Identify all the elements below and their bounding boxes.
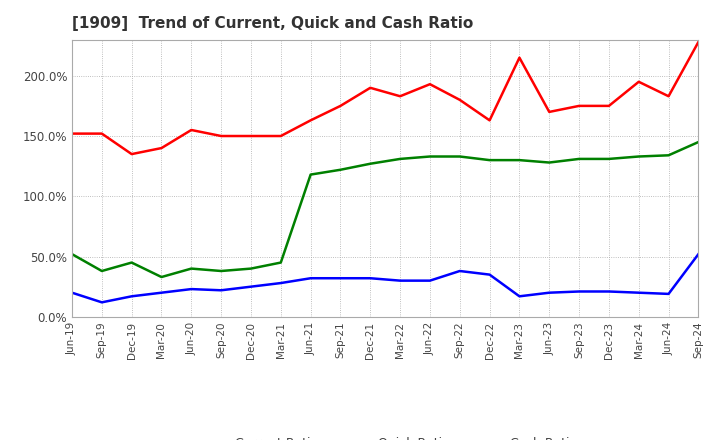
Current Ratio: [396, 94, 405, 99]
Current Ratio: [366, 85, 374, 91]
Quick Ratio: [575, 156, 583, 161]
Cash Ratio: [157, 290, 166, 295]
Quick Ratio: [336, 167, 345, 172]
Current Ratio: [426, 81, 434, 87]
Current Ratio: [456, 97, 464, 103]
Quick Ratio: [456, 154, 464, 159]
Current Ratio: [485, 118, 494, 123]
Cash Ratio: [634, 290, 643, 295]
Quick Ratio: [97, 268, 106, 274]
Cash Ratio: [127, 293, 136, 299]
Cash Ratio: [68, 290, 76, 295]
Line: Current Ratio: Current Ratio: [72, 42, 698, 154]
Quick Ratio: [157, 275, 166, 280]
Cash Ratio: [665, 291, 673, 297]
Cash Ratio: [336, 275, 345, 281]
Current Ratio: [694, 39, 703, 44]
Cash Ratio: [396, 278, 405, 283]
Current Ratio: [97, 131, 106, 136]
Quick Ratio: [187, 266, 196, 271]
Quick Ratio: [545, 160, 554, 165]
Cash Ratio: [694, 252, 703, 257]
Cash Ratio: [217, 288, 225, 293]
Cash Ratio: [605, 289, 613, 294]
Legend: Current Ratio, Quick Ratio, Cash Ratio: Current Ratio, Quick Ratio, Cash Ratio: [189, 432, 582, 440]
Current Ratio: [276, 133, 285, 139]
Quick Ratio: [366, 161, 374, 166]
Quick Ratio: [605, 156, 613, 161]
Quick Ratio: [396, 156, 405, 161]
Current Ratio: [217, 133, 225, 139]
Cash Ratio: [575, 289, 583, 294]
Current Ratio: [68, 131, 76, 136]
Cash Ratio: [485, 272, 494, 277]
Current Ratio: [336, 103, 345, 109]
Text: [1909]  Trend of Current, Quick and Cash Ratio: [1909] Trend of Current, Quick and Cash …: [72, 16, 473, 32]
Current Ratio: [575, 103, 583, 109]
Quick Ratio: [247, 266, 256, 271]
Current Ratio: [665, 94, 673, 99]
Quick Ratio: [217, 268, 225, 274]
Cash Ratio: [187, 286, 196, 292]
Cash Ratio: [456, 268, 464, 274]
Quick Ratio: [515, 158, 523, 163]
Quick Ratio: [68, 252, 76, 257]
Cash Ratio: [426, 278, 434, 283]
Quick Ratio: [426, 154, 434, 159]
Quick Ratio: [485, 158, 494, 163]
Quick Ratio: [665, 153, 673, 158]
Cash Ratio: [515, 293, 523, 299]
Cash Ratio: [545, 290, 554, 295]
Quick Ratio: [127, 260, 136, 265]
Current Ratio: [157, 146, 166, 151]
Quick Ratio: [276, 260, 285, 265]
Current Ratio: [634, 79, 643, 84]
Quick Ratio: [634, 154, 643, 159]
Line: Cash Ratio: Cash Ratio: [72, 254, 698, 302]
Current Ratio: [187, 127, 196, 132]
Cash Ratio: [366, 275, 374, 281]
Current Ratio: [306, 118, 315, 123]
Cash Ratio: [247, 284, 256, 290]
Current Ratio: [247, 133, 256, 139]
Line: Quick Ratio: Quick Ratio: [72, 142, 698, 277]
Cash Ratio: [306, 275, 315, 281]
Cash Ratio: [97, 300, 106, 305]
Current Ratio: [127, 151, 136, 157]
Cash Ratio: [276, 280, 285, 286]
Quick Ratio: [694, 139, 703, 145]
Quick Ratio: [306, 172, 315, 177]
Current Ratio: [515, 55, 523, 60]
Current Ratio: [545, 109, 554, 114]
Current Ratio: [605, 103, 613, 109]
